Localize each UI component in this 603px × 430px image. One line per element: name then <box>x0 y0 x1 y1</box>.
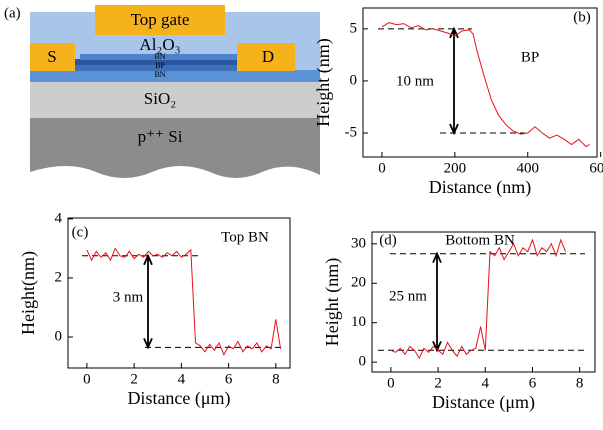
data-line <box>381 22 590 148</box>
step-arrow <box>449 26 459 136</box>
x-tick-label: 6 <box>225 371 233 387</box>
y-tick-label: 5 <box>350 20 358 36</box>
x-axis-label: Distance (μm) <box>432 392 535 413</box>
chart-panel: 0 2 4 6 8 0 10 20 30 Distance (μm) Height (nm) (d) B… <box>322 231 596 413</box>
device-schematic: (a) Top gate Al₂O₃ S D BN BP BN SiO₂ p⁺⁺… <box>4 5 320 178</box>
x-tick-label: 6 <box>529 375 537 391</box>
y-tick-label: 0 <box>350 72 358 88</box>
label: Top gate <box>131 10 190 29</box>
annotation: BP <box>521 49 539 65</box>
x-axis-label: Distance (nm) <box>429 177 531 198</box>
x-tick-label: 2 <box>434 375 442 391</box>
y-tick-label: 20 <box>351 275 366 291</box>
x-tick-label: 8 <box>272 371 280 387</box>
y-tick-label: 0 <box>55 328 63 344</box>
x-tick-label: 0 <box>83 371 91 387</box>
label: BN <box>154 70 165 79</box>
x-tick-label: 4 <box>178 371 186 387</box>
panel-label: (b) <box>573 9 591 25</box>
y-tick-label: 4 <box>55 210 63 226</box>
annotation: Top BN <box>221 229 269 245</box>
data-line <box>390 238 566 360</box>
top-gate <box>95 5 225 35</box>
chart-panel: 0 200 400 600 -5 0 5 Distance (nm) Height (nm) (b… <box>313 7 603 198</box>
label: SiO₂ <box>144 89 176 108</box>
panel-label: (c) <box>72 224 89 240</box>
bn-layer <box>70 64 250 71</box>
x-tick-label: 4 <box>482 375 490 391</box>
x-tick-label: 400 <box>516 160 539 176</box>
y-tick-label: 2 <box>55 269 63 285</box>
x-tick-label: 2 <box>130 371 138 387</box>
bottom-layer <box>30 70 320 82</box>
y-tick-label: -5 <box>345 124 358 140</box>
bn-layer <box>80 54 240 60</box>
label: D <box>262 47 274 66</box>
step-arrow <box>143 253 153 350</box>
x-tick-label: 0 <box>378 160 386 176</box>
step-label: 25 nm <box>389 288 427 304</box>
panel-label: (d) <box>379 232 397 248</box>
step-label: 3 nm <box>113 289 144 305</box>
y-tick-label: 30 <box>351 235 366 251</box>
y-axis-label: Height(nm) <box>18 251 39 335</box>
x-axis-label: Distance (μm) <box>127 388 230 409</box>
label: Al₂O₃ <box>139 35 180 54</box>
data-line <box>86 247 282 356</box>
drain-contact <box>237 43 295 71</box>
label: p⁺⁺ Si <box>138 127 183 146</box>
label: S <box>47 47 56 66</box>
y-tick-label: 10 <box>351 314 366 330</box>
y-axis-label: Height (nm) <box>313 38 334 126</box>
label: BP <box>155 61 165 70</box>
oxide-layer <box>30 82 320 118</box>
step-label: 10 nm <box>396 73 434 89</box>
source-contact <box>30 43 75 71</box>
bp-layer <box>75 59 245 65</box>
x-tick-label: 8 <box>576 375 584 391</box>
x-tick-label: 600 <box>589 160 603 176</box>
plot-frame <box>371 231 596 373</box>
step-arrow <box>432 251 442 353</box>
label: BN <box>154 52 165 61</box>
panel-label: (a) <box>4 5 21 21</box>
y-tick-label: 0 <box>359 354 367 370</box>
substrate-layer <box>30 118 320 178</box>
x-tick-label: 200 <box>444 160 467 176</box>
x-tick-label: 0 <box>387 375 395 391</box>
plot-frame <box>67 217 291 369</box>
annotation: Bottom BN <box>445 232 515 248</box>
y-axis-label: Height (nm) <box>322 258 343 346</box>
plot-frame <box>362 7 598 158</box>
